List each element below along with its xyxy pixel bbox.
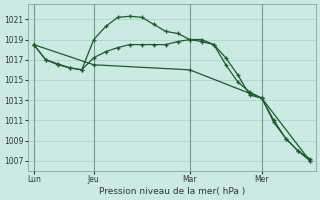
X-axis label: Pression niveau de la mer( hPa ): Pression niveau de la mer( hPa ) — [99, 187, 245, 196]
